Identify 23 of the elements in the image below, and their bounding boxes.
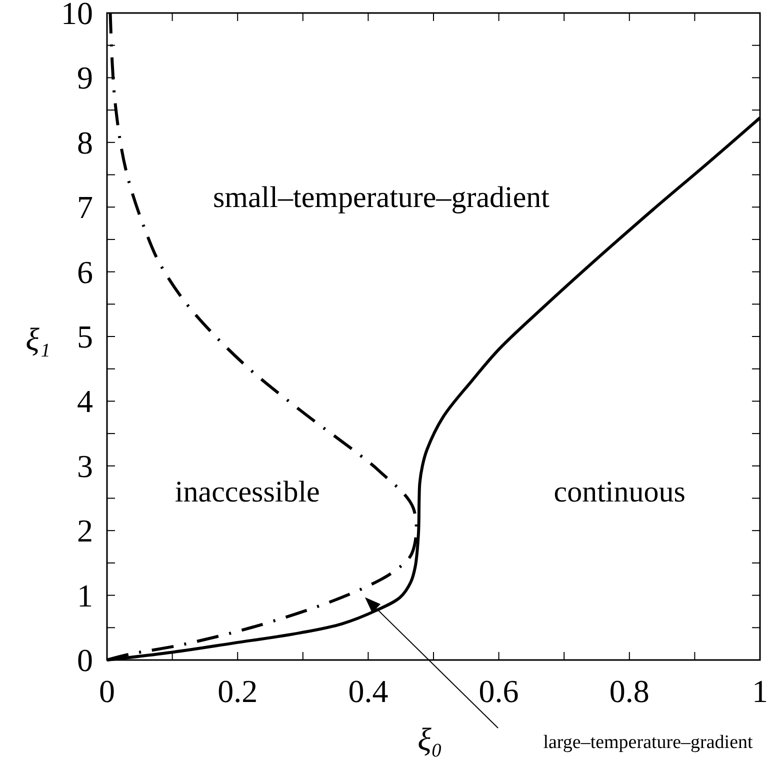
y-tick-label: 9 [77, 60, 93, 96]
x-tick-label: 0.4 [348, 673, 388, 709]
x-tick-label: 0.2 [218, 673, 258, 709]
y-tick-label: 0 [77, 642, 93, 678]
y-tick-label: 7 [77, 189, 93, 226]
x-tick-label: 0.6 [478, 673, 519, 709]
text: large–temperature–gradient [543, 732, 754, 753]
x-tick-label: 0 [99, 673, 115, 709]
y-tick-label: 4 [77, 383, 93, 420]
x-tick-label: 1 [752, 673, 768, 709]
y-tick-label: 8 [77, 124, 93, 160]
y-tick-label: 10 [61, 0, 93, 31]
y-tick-label: 5 [77, 318, 93, 354]
x-axis-title: ξ₀ [418, 721, 442, 757]
y-tick-label: 1 [77, 577, 93, 614]
y-axis-title: ξ₁ [26, 321, 50, 357]
annotation: inaccessible [174, 475, 320, 508]
x-tick-label: 0.8 [609, 673, 650, 709]
y-tick-label: 3 [77, 448, 93, 484]
annotation: small–temperature–gradient [212, 181, 550, 214]
y-tick-label: 6 [77, 254, 93, 290]
annotation: continuous [554, 475, 686, 508]
y-tick-label: 2 [77, 512, 93, 549]
